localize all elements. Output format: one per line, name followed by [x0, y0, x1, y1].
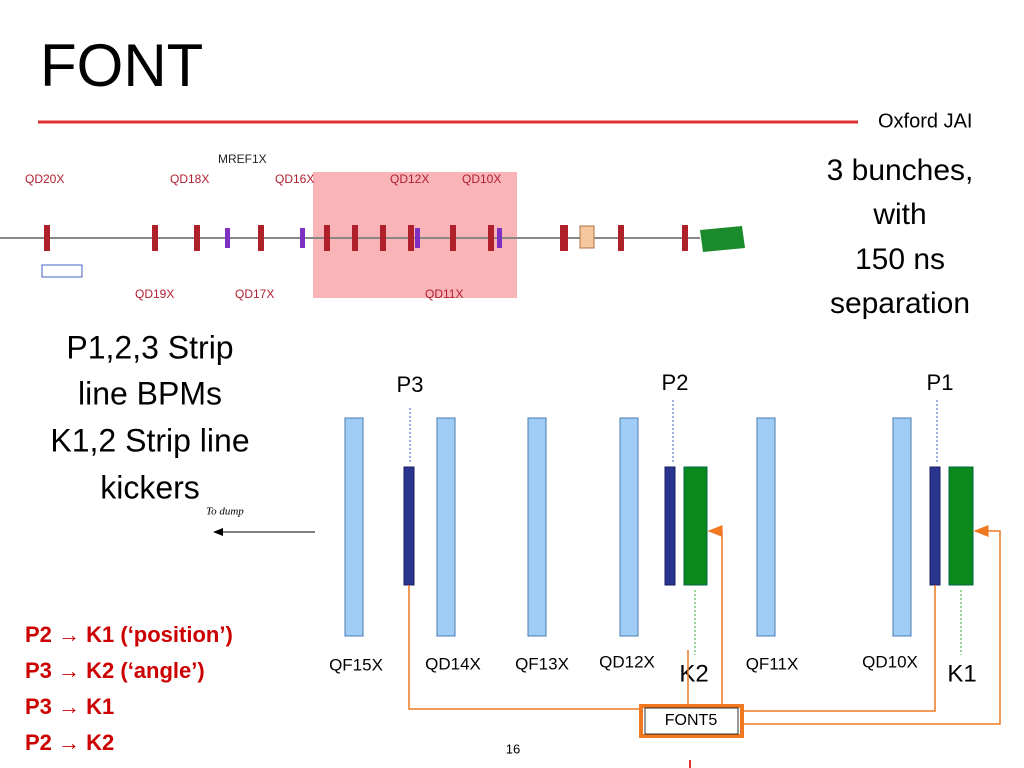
feedback-list: P2 → K1 (‘position’) P3 → K2 (‘angle’) P…	[25, 622, 233, 755]
note-line: P1,2,3 Strip	[66, 329, 233, 365]
affiliation: Oxford JAI	[878, 110, 972, 132]
page-number: 16	[506, 741, 520, 756]
note-line: line BPMs	[78, 375, 222, 411]
element-label: QD16X	[275, 172, 314, 186]
bpm-bars	[403, 466, 941, 586]
bpm-leaders	[409, 400, 938, 462]
font5-inner	[644, 707, 739, 735]
magnet-label: QF15X	[329, 655, 383, 674]
dipole	[700, 226, 745, 252]
element-label: QD18X	[170, 172, 209, 186]
mref	[579, 225, 595, 249]
feedback-line: P2 → K2	[25, 730, 114, 755]
element-label: MREF1X	[218, 152, 267, 166]
magnet-label: QD14X	[425, 654, 481, 673]
bpm-label: P1	[927, 370, 954, 395]
bpm-label: P3	[397, 372, 424, 397]
device-note: P1,2,3 Strip line BPMs K1,2 Strip line k…	[50, 329, 249, 505]
to-dump: To dump	[206, 506, 244, 518]
quadrupoles	[344, 417, 912, 637]
kicker-labels: K2 K1	[679, 660, 976, 687]
feedback-wiring	[408, 525, 1001, 725]
correctors	[225, 228, 502, 248]
note-line: with	[872, 198, 926, 231]
feedback-line: P3 → K2 (‘angle’)	[25, 658, 205, 683]
magnets	[44, 225, 688, 251]
kicker-leaders	[694, 590, 962, 655]
element-label: QD20X	[25, 172, 64, 186]
title: FONT	[40, 32, 203, 99]
note-line: kickers	[100, 469, 200, 505]
bunch-note: 3 bunches, with 150 ns separation	[827, 154, 974, 320]
magnet-labels: QF15X QD14X QF13X QD12X QF11X QD10X	[329, 652, 918, 674]
note-line: 3 bunches,	[827, 154, 974, 187]
element-label: QD17X	[235, 287, 274, 301]
feedback-line: P2 → K1 (‘position’)	[25, 622, 233, 647]
magnet-label: QF13X	[515, 654, 569, 673]
processor-label: FONT5	[665, 712, 718, 729]
beamline: QD20X QD18X MREF1X QD16X QD12X QD10X QD1…	[0, 152, 745, 301]
element-label: QD10X	[462, 172, 501, 186]
note-line: separation	[830, 287, 970, 320]
note-line: 150 ns	[855, 243, 945, 276]
magnet-label: QF11X	[746, 654, 799, 673]
note-line: K1,2 Strip line	[50, 422, 249, 458]
kicker-label: K1	[947, 660, 976, 687]
element-label: QD12X	[390, 172, 429, 186]
element-label: QD11X	[425, 287, 463, 301]
magnet-label: QD10X	[862, 652, 918, 671]
magnet-label: QD12X	[599, 652, 655, 671]
feedback-line: P3 → K1	[25, 694, 114, 719]
element-label: QD19X	[135, 287, 174, 301]
tag	[41, 264, 83, 278]
kicker-label: K2	[679, 660, 708, 687]
beamline-labels: QD20X QD18X MREF1X QD16X QD12X QD10X QD1…	[25, 152, 501, 301]
kicker-bars	[683, 466, 974, 586]
bpm-label: P2	[662, 370, 689, 395]
bpm-labels: P3 P2 P1	[397, 370, 954, 397]
